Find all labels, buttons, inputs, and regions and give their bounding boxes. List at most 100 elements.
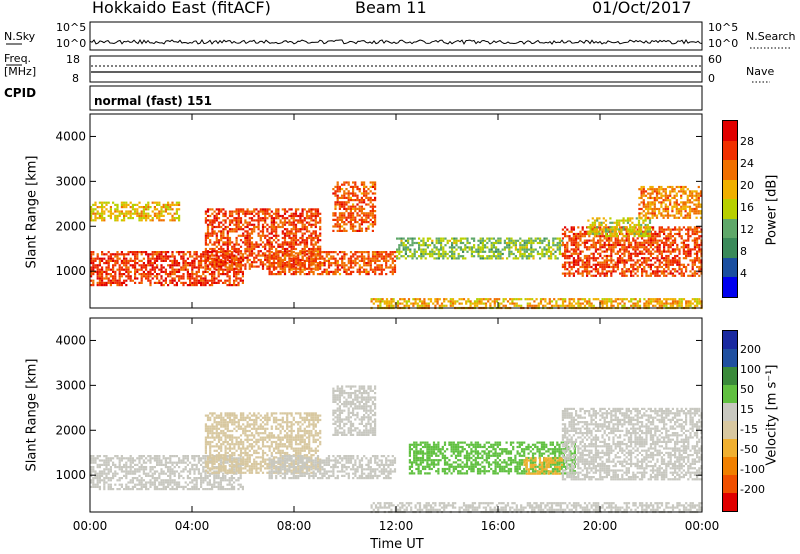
data-cell (473, 300, 477, 303)
data-cell (426, 239, 429, 242)
data-cell (614, 237, 617, 240)
data-cell (575, 241, 578, 244)
data-cell (312, 214, 315, 218)
data-cell (217, 241, 221, 244)
data-cell (239, 265, 243, 268)
data-cell (255, 208, 258, 211)
data-cell (248, 243, 251, 246)
data-cell (451, 255, 454, 258)
data-cell (156, 264, 159, 267)
data-cell (603, 300, 606, 303)
data-cell (182, 275, 185, 278)
data-cell (325, 268, 328, 271)
data-cell (660, 230, 663, 233)
data-cell (140, 275, 143, 278)
data-cell (415, 241, 418, 245)
data-cell (186, 262, 189, 265)
data-cell (363, 257, 366, 260)
data-cell (147, 262, 150, 265)
data-cell (693, 298, 697, 301)
data-cell (197, 266, 200, 269)
data-cell (250, 252, 254, 255)
data-cell (671, 259, 674, 262)
data-cell (101, 257, 104, 260)
data-cell (641, 261, 644, 264)
data-cell (677, 207, 681, 211)
data-cell (495, 250, 498, 253)
data-cell (666, 194, 670, 197)
data-cell (312, 270, 315, 273)
data-cell (169, 259, 172, 262)
data-cell (338, 214, 341, 217)
data-cell (231, 221, 234, 224)
data-cell (614, 261, 617, 264)
data-cell (363, 188, 366, 191)
data-cell (231, 267, 234, 270)
data-cell (220, 254, 223, 257)
data-cell (605, 239, 608, 242)
data-cell (685, 268, 688, 271)
data-cell (687, 248, 690, 251)
data-cell (619, 239, 622, 242)
data-cell (248, 217, 251, 220)
data-cell (310, 264, 313, 267)
data-cell (334, 192, 337, 195)
data-cell (94, 270, 97, 273)
data-cell (103, 483, 106, 486)
data-cell (275, 225, 278, 229)
data-cell (630, 298, 633, 301)
data-cell (334, 270, 337, 273)
data-cell (294, 241, 298, 244)
data-cell (244, 239, 247, 242)
data-cell (678, 248, 681, 251)
data-cell (147, 259, 150, 262)
data-cell (603, 241, 606, 244)
data-cell (444, 255, 447, 258)
data-cell (197, 281, 200, 284)
data-cell (660, 203, 663, 206)
data-cell (654, 298, 657, 301)
data-cell (283, 264, 287, 267)
data-cell (664, 188, 667, 191)
data-cell (200, 255, 203, 258)
data-cell (363, 190, 366, 193)
data-cell (446, 241, 449, 245)
data-cell (92, 210, 95, 213)
data-cell (255, 219, 258, 222)
data-cell (442, 255, 445, 258)
data-cell (623, 265, 626, 269)
data-cell (220, 267, 223, 270)
data-cell (96, 266, 99, 269)
data-cell (665, 302, 668, 305)
data-cell (90, 470, 93, 473)
data-cell (655, 188, 659, 191)
data-cell (645, 261, 648, 264)
data-cell (443, 298, 446, 301)
data-cell (532, 241, 535, 245)
data-cell (649, 241, 652, 244)
data-cell (211, 258, 214, 262)
data-cell (354, 181, 357, 184)
data-cell (213, 263, 216, 266)
data-cell (294, 273, 298, 276)
data-cell (466, 246, 469, 249)
data-cell (424, 252, 427, 256)
data-cell (178, 201, 181, 204)
data-cell (568, 270, 571, 273)
data-cell (691, 192, 694, 195)
data-cell (352, 253, 355, 256)
data-cell (568, 230, 571, 233)
data-cell (116, 203, 119, 206)
data-cell (634, 241, 637, 244)
data-cell (360, 229, 363, 232)
data-cell (222, 256, 225, 259)
data-cell (618, 219, 621, 222)
data-cell (158, 268, 161, 271)
data-cell (257, 252, 260, 255)
data-cell (543, 252, 546, 256)
data-cell (369, 259, 372, 262)
data-cell (610, 259, 613, 262)
data-cell (449, 302, 452, 305)
data-cell (599, 265, 602, 269)
data-cell (230, 259, 233, 262)
